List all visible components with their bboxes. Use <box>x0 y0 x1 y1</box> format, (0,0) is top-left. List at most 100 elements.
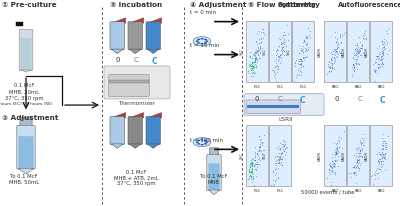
Point <box>372 79 378 82</box>
Point <box>255 54 261 57</box>
Point <box>296 58 303 61</box>
Point <box>351 65 357 69</box>
Point <box>360 136 367 140</box>
Point <box>256 149 262 152</box>
Text: FAO: FAO <box>354 189 362 193</box>
Point <box>358 46 364 49</box>
Point <box>303 42 310 45</box>
Point <box>352 166 359 169</box>
Point <box>248 163 255 167</box>
Point <box>352 164 358 167</box>
Point <box>334 149 340 152</box>
Point <box>358 45 365 48</box>
Point <box>327 164 334 167</box>
Point <box>279 143 286 146</box>
Text: FSC: FSC <box>253 85 261 89</box>
Point <box>382 155 388 159</box>
Point <box>329 56 335 59</box>
Point <box>276 57 282 61</box>
Point <box>335 165 341 168</box>
Point <box>332 54 338 57</box>
Point <box>326 69 332 73</box>
Point <box>377 167 384 170</box>
Point <box>256 135 262 139</box>
Point <box>328 52 335 56</box>
Point <box>248 75 254 78</box>
Point <box>252 53 258 56</box>
Point <box>357 148 364 152</box>
Point <box>352 54 359 57</box>
Point <box>272 164 279 167</box>
Point <box>334 138 341 142</box>
Point <box>282 44 289 48</box>
Point <box>352 61 359 64</box>
Point <box>377 55 384 58</box>
Point <box>251 60 258 63</box>
Point <box>297 68 304 71</box>
Point <box>275 68 281 71</box>
Point <box>248 158 254 162</box>
Point <box>248 65 254 68</box>
Point <box>296 52 302 55</box>
Point <box>255 49 261 52</box>
Point <box>331 60 337 63</box>
Point <box>280 147 286 150</box>
Point <box>326 167 332 170</box>
Point <box>356 169 362 172</box>
Text: FAO: FAO <box>378 189 385 193</box>
Point <box>247 55 253 59</box>
Point <box>351 67 357 70</box>
Point <box>293 58 299 61</box>
Point <box>333 142 339 146</box>
Point <box>253 51 259 54</box>
Bar <box>370 21 392 82</box>
Point <box>384 52 390 55</box>
Point <box>353 174 359 177</box>
Point <box>272 171 279 174</box>
Point <box>270 170 276 173</box>
Point <box>282 44 289 47</box>
Point <box>359 149 365 152</box>
Point <box>381 155 387 158</box>
Point <box>330 55 337 59</box>
Point <box>251 71 258 74</box>
Point <box>380 156 387 159</box>
Point <box>295 68 302 71</box>
FancyBboxPatch shape <box>19 29 33 70</box>
Point <box>327 172 333 175</box>
Text: FSC: FSC <box>276 189 284 193</box>
Point <box>356 157 362 160</box>
Point <box>282 34 288 37</box>
Point <box>383 31 390 34</box>
Point <box>280 145 286 148</box>
Point <box>361 33 368 36</box>
Point <box>255 147 262 150</box>
Point <box>298 59 305 63</box>
Point <box>272 60 278 63</box>
Point <box>376 162 382 165</box>
Point <box>326 162 333 165</box>
Point <box>357 49 364 52</box>
Point <box>359 143 366 147</box>
Point <box>362 29 369 32</box>
Point <box>325 65 332 68</box>
Polygon shape <box>208 190 220 195</box>
Point <box>298 59 304 62</box>
Point <box>252 58 258 61</box>
Point <box>249 63 256 66</box>
Point <box>276 156 283 159</box>
Point <box>276 55 283 58</box>
Point <box>332 172 338 176</box>
Point <box>300 51 307 54</box>
Point <box>257 145 264 148</box>
Point <box>334 51 340 54</box>
Point <box>258 40 264 43</box>
Bar <box>324 125 346 186</box>
Text: NADH: NADH <box>318 46 322 57</box>
Point <box>334 151 340 154</box>
Point <box>354 50 361 54</box>
Point <box>379 156 386 160</box>
Point <box>272 64 278 68</box>
Point <box>379 40 386 43</box>
Point <box>248 60 255 63</box>
